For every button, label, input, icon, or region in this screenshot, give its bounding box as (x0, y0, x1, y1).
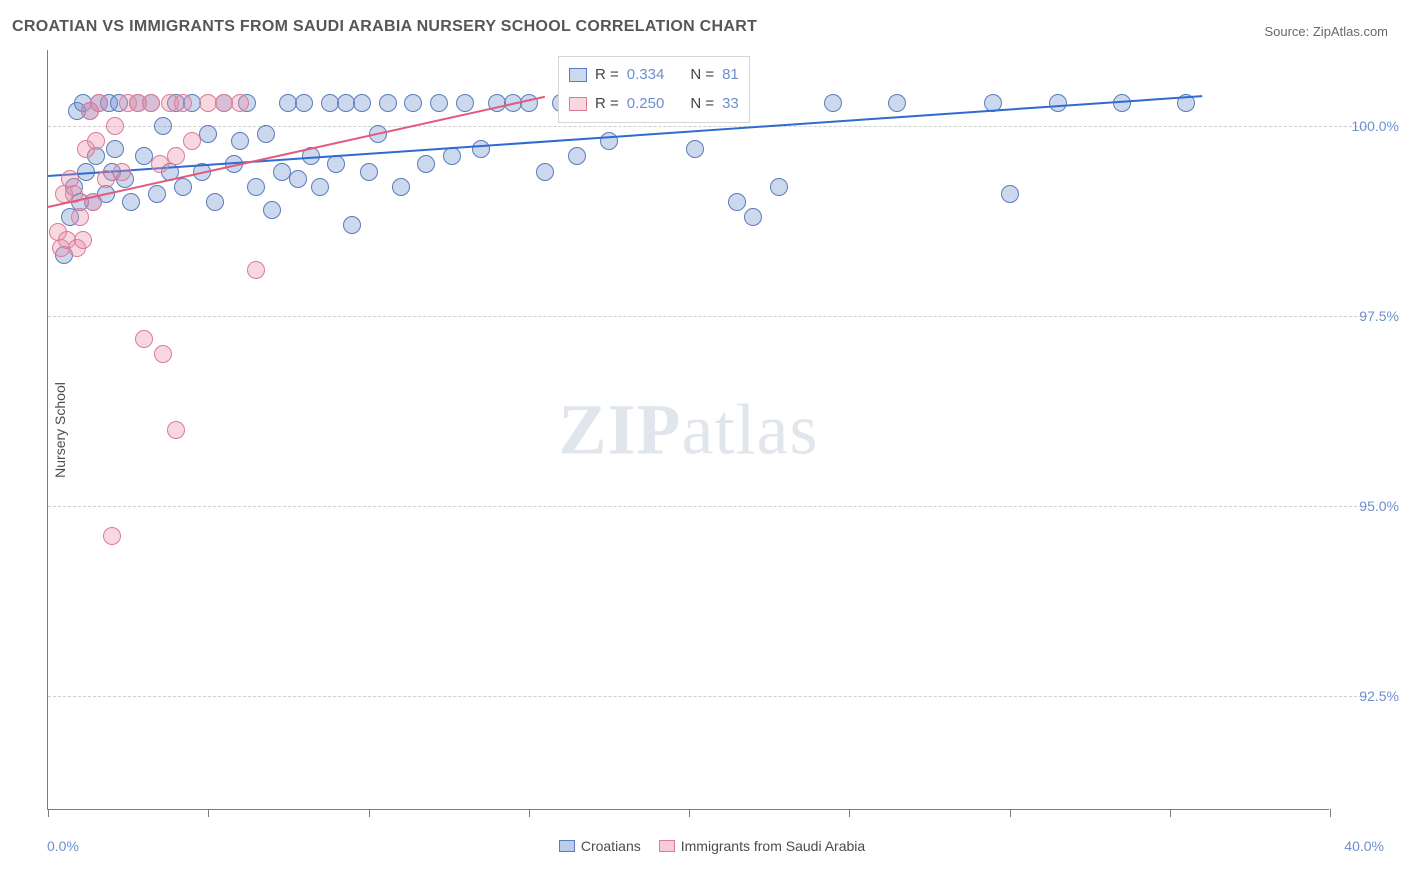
data-point (90, 94, 108, 112)
data-point (295, 94, 313, 112)
legend-label: Croatians (581, 838, 641, 854)
y-tick-label: 92.5% (1339, 688, 1399, 704)
n-label: N = (690, 61, 714, 90)
data-point (135, 330, 153, 348)
data-point (456, 94, 474, 112)
data-point (103, 527, 121, 545)
data-point (289, 170, 307, 188)
data-point (686, 140, 704, 158)
bottom-legend: Croatians Immigrants from Saudi Arabia (0, 838, 1406, 854)
legend-swatch (569, 97, 587, 111)
legend-swatch (659, 840, 675, 852)
data-point (74, 231, 92, 249)
data-point (327, 155, 345, 173)
y-tick-label: 100.0% (1339, 118, 1399, 134)
data-point (142, 94, 160, 112)
data-point (417, 155, 435, 173)
x-tick (1330, 809, 1331, 817)
data-point (206, 193, 224, 211)
r-value: 0.250 (627, 90, 665, 119)
data-point (231, 132, 249, 150)
data-point (247, 178, 265, 196)
data-point (154, 345, 172, 363)
data-point (536, 163, 554, 181)
legend-label: Immigrants from Saudi Arabia (681, 838, 865, 854)
data-point (430, 94, 448, 112)
source-label: Source: ZipAtlas.com (1264, 24, 1388, 39)
r-label: R = (595, 90, 619, 119)
data-point (148, 185, 166, 203)
r-label: R = (595, 61, 619, 90)
stats-legend-row: R = 0.334 N = 81 (569, 61, 739, 90)
data-point (728, 193, 746, 211)
data-point (744, 208, 762, 226)
data-point (1113, 94, 1131, 112)
data-point (263, 201, 281, 219)
data-point (113, 163, 131, 181)
data-point (106, 140, 124, 158)
data-point (770, 178, 788, 196)
gridline (48, 696, 1367, 697)
n-value: 33 (722, 90, 739, 119)
legend-swatch (559, 840, 575, 852)
data-point (106, 117, 124, 135)
data-point (343, 216, 361, 234)
data-point (568, 147, 586, 165)
data-point (824, 94, 842, 112)
y-tick-label: 95.0% (1339, 498, 1399, 514)
x-tick (48, 809, 49, 817)
stats-legend-row: R = 0.250 N = 33 (569, 90, 739, 119)
data-point (183, 132, 201, 150)
n-value: 81 (722, 61, 739, 90)
x-tick (1010, 809, 1011, 817)
y-tick-label: 97.5% (1339, 308, 1399, 324)
data-point (888, 94, 906, 112)
x-tick (689, 809, 690, 817)
x-tick (529, 809, 530, 817)
data-point (71, 208, 89, 226)
data-point (311, 178, 329, 196)
data-point (472, 140, 490, 158)
n-label: N = (690, 90, 714, 119)
x-tick (849, 809, 850, 817)
data-point (360, 163, 378, 181)
data-point (257, 125, 275, 143)
data-point (174, 94, 192, 112)
data-point (1049, 94, 1067, 112)
chart-title: CROATIAN VS IMMIGRANTS FROM SAUDI ARABIA… (12, 18, 757, 36)
gridline (48, 506, 1367, 507)
x-tick (1170, 809, 1171, 817)
r-value: 0.334 (627, 61, 665, 90)
data-point (167, 147, 185, 165)
data-point (87, 132, 105, 150)
data-point (174, 178, 192, 196)
data-point (353, 94, 371, 112)
data-point (443, 147, 461, 165)
gridline (48, 126, 1367, 127)
data-point (199, 125, 217, 143)
data-point (231, 94, 249, 112)
data-point (154, 117, 172, 135)
plot-area: ZIPatlas 92.5%95.0%97.5%100.0% (47, 50, 1329, 810)
x-tick (208, 809, 209, 817)
data-point (247, 261, 265, 279)
stats-legend: R = 0.334 N = 81 R = 0.250 N = 33 (558, 56, 750, 123)
data-point (122, 193, 140, 211)
correlation-chart: CROATIAN VS IMMIGRANTS FROM SAUDI ARABIA… (0, 0, 1406, 892)
data-point (1001, 185, 1019, 203)
legend-swatch (569, 68, 587, 82)
watermark: ZIPatlas (559, 388, 819, 471)
gridline (48, 316, 1367, 317)
data-point (392, 178, 410, 196)
x-tick (369, 809, 370, 817)
data-point (379, 94, 397, 112)
data-point (167, 421, 185, 439)
data-point (404, 94, 422, 112)
